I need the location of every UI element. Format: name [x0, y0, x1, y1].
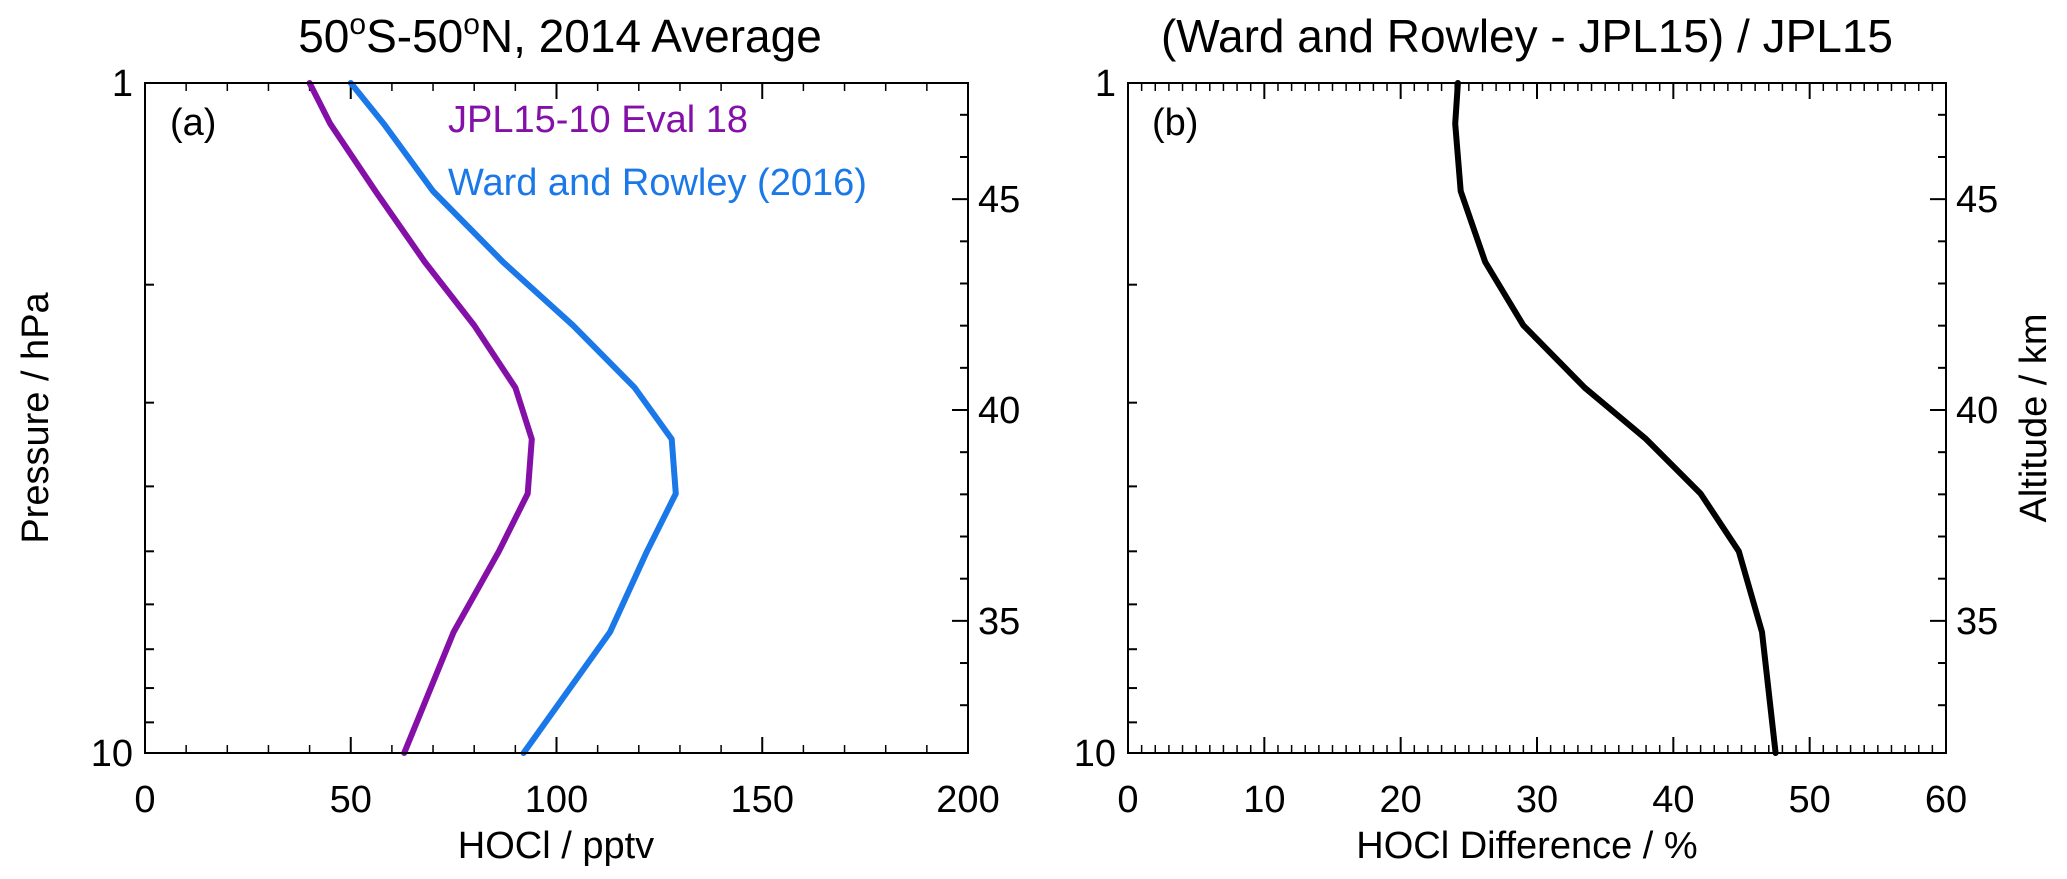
y-tick-label: 10	[1074, 733, 1116, 775]
panel-a-grid-ticks: 0 50 100 150 200 1 10 45 40 35	[91, 63, 1021, 821]
x-tick-label: 150	[731, 779, 794, 821]
x-tick-label: 200	[936, 779, 999, 821]
panel-b-plot-frame	[1127, 82, 1947, 754]
series-line-jpl15-10-eval-18	[306, 80, 535, 756]
series-line-difference	[1452, 80, 1779, 756]
panel-a-y-axis-label: Pressure / hPa	[15, 291, 57, 543]
y2-tick-label: 35	[978, 601, 1020, 643]
y-tick-label: 10	[91, 733, 133, 775]
panel-b-y2-axis-label: Altitude / km	[2013, 313, 2055, 522]
x-tick-label: 40	[1652, 779, 1694, 821]
x-tick-label: 0	[134, 779, 155, 821]
x-tick-label: 0	[1117, 779, 1138, 821]
x-tick-label: 100	[525, 779, 588, 821]
panel-a: 50oS-50oN, 2014 Average 0 50 100 150 200 1 10 4…	[15, 8, 1020, 867]
legend-entry-jpl15: JPL15-10 Eval 18	[448, 99, 748, 141]
panel-a-plot-frame	[144, 82, 969, 754]
x-tick-label: 10	[1243, 779, 1285, 821]
panel-a-title: 50oS-50oN, 2014 Average	[298, 8, 822, 62]
y2-tick-label: 45	[1956, 179, 1998, 221]
panel-b-label: (b)	[1152, 102, 1198, 144]
y2-tick-label: 40	[1956, 390, 1998, 432]
legend-entry-ward-rowley: Ward and Rowley (2016)	[448, 162, 867, 204]
y2-tick-label: 40	[978, 390, 1020, 432]
y2-tick-label: 35	[1956, 601, 1998, 643]
panel-b-title: (Ward and Rowley - JPL15) / JPL15	[1161, 10, 1893, 62]
panel-a-x-axis-label: HOCl / pptv	[458, 825, 654, 867]
y-tick-label: 1	[112, 63, 133, 105]
x-tick-label: 30	[1516, 779, 1558, 821]
x-tick-label: 50	[330, 779, 372, 821]
y-tick-label: 1	[1095, 63, 1116, 105]
panel-b-x-axis-label: HOCl Difference / %	[1356, 825, 1697, 867]
panel-a-series	[306, 80, 679, 756]
x-tick-label: 50	[1789, 779, 1831, 821]
x-tick-label: 20	[1380, 779, 1422, 821]
panel-b-series	[1452, 80, 1779, 756]
panel-a-label: (a)	[170, 102, 216, 144]
panel-b: (Ward and Rowley - JPL15) / JPL15 0 10 20 3…	[1074, 10, 2055, 867]
y2-tick-label: 45	[978, 179, 1020, 221]
x-tick-label: 60	[1925, 779, 1967, 821]
series-line-ward-and-rowley-2016-	[347, 80, 679, 756]
